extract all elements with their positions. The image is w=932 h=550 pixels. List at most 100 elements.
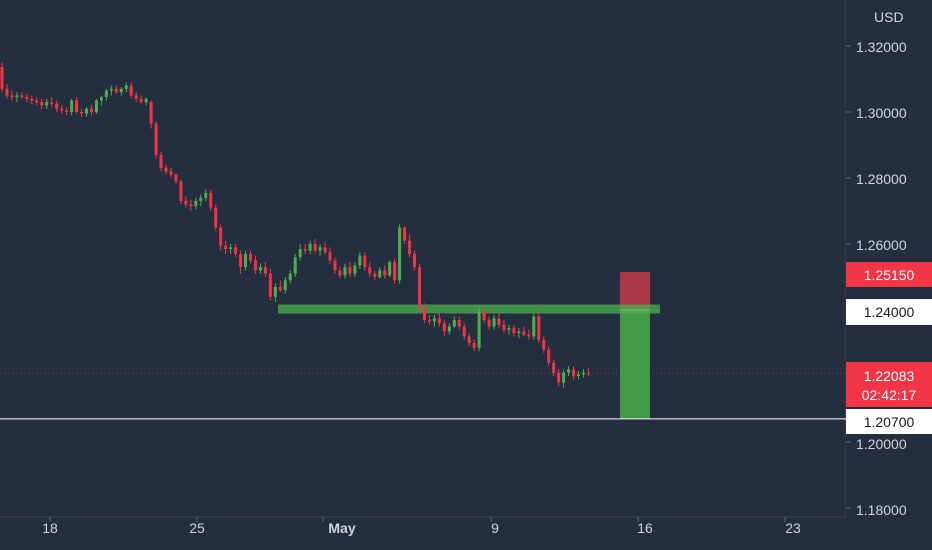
candle-body: [65, 110, 69, 112]
candle-body: [328, 252, 332, 261]
candle-body: [169, 171, 173, 175]
candle-body: [398, 227, 402, 281]
candle-body: [487, 319, 491, 327]
candle-body: [244, 253, 248, 268]
candle-body: [234, 247, 238, 254]
candle-body: [577, 374, 581, 376]
candle-body: [462, 326, 466, 337]
candle-body: [94, 100, 98, 112]
candle-body: [388, 262, 392, 276]
entry-price-tag: [846, 299, 932, 325]
candle-body: [114, 88, 118, 93]
take-profit-price-label: 1.20700: [864, 414, 915, 430]
candle-body: [313, 244, 317, 251]
candle-body: [293, 257, 297, 274]
candle-body: [323, 247, 327, 253]
candle-body: [547, 349, 551, 363]
countdown-label: 02:42:17: [862, 387, 917, 403]
candle-body: [502, 324, 506, 330]
candle-body: [10, 95, 14, 98]
candle-body: [497, 318, 501, 325]
candle-body: [383, 270, 387, 276]
candle-body: [40, 102, 44, 106]
candle-body: [273, 286, 277, 297]
candle-body: [189, 204, 193, 207]
candle-body: [283, 280, 287, 291]
y-tick-label: 1.30000: [856, 105, 907, 121]
candle-body: [15, 95, 19, 98]
candle-body: [268, 273, 272, 297]
candle-body: [408, 240, 412, 254]
candle-body: [467, 336, 471, 343]
candle-body: [457, 319, 461, 327]
candle-body: [373, 273, 377, 277]
candle-body: [532, 316, 536, 337]
candle-body: [542, 339, 546, 350]
candle-body: [482, 311, 486, 320]
candle-body: [144, 98, 148, 103]
candle-body: [477, 311, 481, 348]
candle-body: [174, 174, 178, 182]
candle-body: [343, 267, 347, 276]
candle-body: [89, 108, 93, 112]
candle-body: [378, 270, 382, 277]
candle-body: [99, 97, 103, 101]
candle-body: [149, 102, 153, 124]
candle-body: [403, 227, 407, 241]
candle-body: [179, 181, 183, 202]
candle-body: [50, 102, 54, 104]
candle-body: [437, 318, 441, 324]
candle-body: [432, 318, 436, 322]
candle-body: [55, 103, 59, 109]
candle-body: [413, 253, 417, 268]
candle-body: [249, 253, 252, 261]
y-tick-label: 1.20000: [856, 436, 907, 452]
candle-body: [253, 260, 257, 271]
y-tick-label: 1.18000: [856, 502, 907, 518]
y-tick-label: 1.32000: [856, 39, 907, 55]
candle-body: [30, 98, 34, 101]
candle-body: [427, 319, 431, 322]
candle-body: [288, 273, 292, 281]
candle-body: [507, 328, 511, 330]
candle-body: [368, 267, 372, 274]
stop-loss-price-tag: [846, 262, 932, 287]
candle-body: [45, 102, 49, 106]
x-tick-label: 25: [189, 520, 205, 536]
candle-body: [20, 95, 24, 98]
candle-body: [318, 247, 322, 251]
candle-body: [567, 369, 571, 373]
candle-body: [164, 168, 168, 172]
stop-loss-zone: [620, 272, 650, 310]
candle-body: [537, 316, 541, 340]
candle-body: [35, 100, 39, 103]
candle-body: [581, 372, 585, 375]
candle-body: [572, 369, 576, 376]
candle-body: [239, 253, 243, 268]
candle-body: [417, 267, 421, 307]
candle-body: [104, 90, 108, 98]
candle-body: [25, 97, 29, 99]
candle-body: [119, 88, 123, 93]
candle-body: [358, 255, 362, 266]
candle-body: [109, 88, 113, 91]
candle-body: [0, 67, 4, 89]
candle-body: [214, 207, 218, 228]
candle-body: [84, 108, 88, 114]
candle-body: [393, 262, 397, 281]
candle-body: [363, 255, 367, 268]
x-tick-label: 16: [637, 520, 653, 536]
candle-body: [512, 328, 516, 334]
take-profit-zone: [620, 310, 650, 419]
candle-body: [552, 362, 556, 373]
take-profit-price-tag: [846, 409, 932, 434]
candle-body: [527, 334, 531, 337]
candle-body: [124, 85, 128, 89]
candle-body: [209, 192, 213, 208]
candle-body: [353, 265, 357, 274]
candle-body: [442, 323, 446, 332]
candle-body: [517, 331, 521, 334]
candle-body: [258, 267, 262, 271]
